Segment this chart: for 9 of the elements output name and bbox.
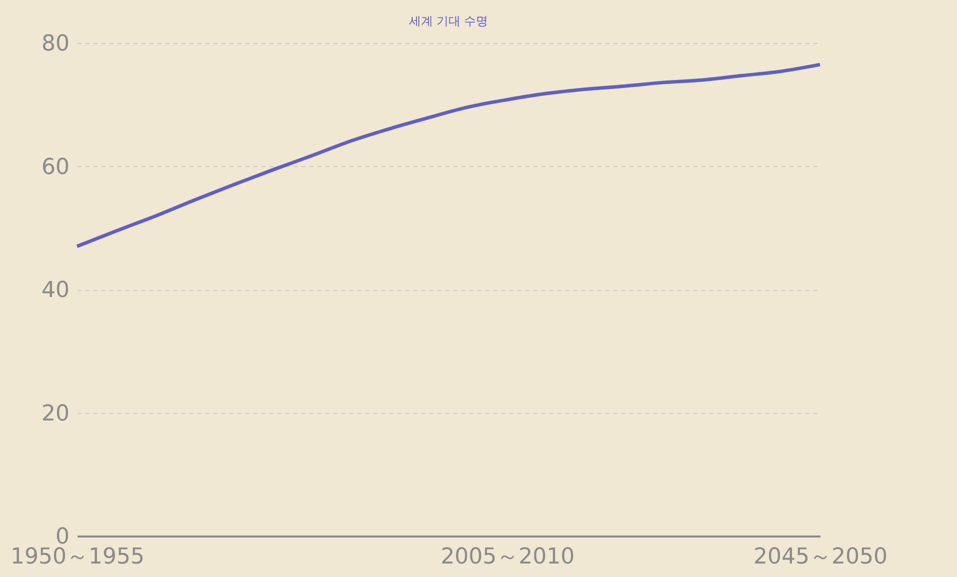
y-tick-label: 80 <box>42 32 70 56</box>
x-tick-label: 2045～2050 <box>754 544 888 570</box>
y-tick-label: 20 <box>42 401 70 426</box>
y-tick-label: 40 <box>42 278 70 303</box>
y-tick-label: 60 <box>42 154 70 180</box>
x-tick-label: 2005～2010 <box>440 544 575 570</box>
line-series <box>75 62 822 248</box>
chart-title: 세계 기대 수명 <box>409 14 488 28</box>
x-tick-label: 1950～1955 <box>10 544 144 570</box>
